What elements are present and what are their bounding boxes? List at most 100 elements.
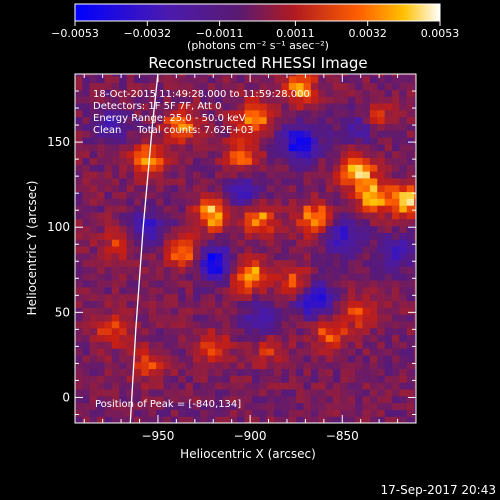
heatmap-cell [133, 171, 142, 179]
heatmap-cell [82, 402, 91, 410]
heatmap-cell [207, 395, 216, 404]
heatmap-cell [266, 177, 275, 186]
heatmap-cell [75, 280, 83, 288]
heatmap-cell [192, 198, 201, 206]
heatmap-cell [119, 211, 128, 220]
heatmap-cell [355, 205, 364, 213]
heatmap-cell [377, 293, 386, 302]
heatmap-cell [244, 354, 253, 363]
heatmap-cell [340, 89, 349, 97]
heatmap-cell [237, 314, 246, 322]
heatmap-cell [399, 286, 408, 295]
heatmap-cell [377, 89, 386, 97]
heatmap-cell [274, 130, 283, 138]
heatmap-cell [274, 116, 283, 124]
heatmap-cell [229, 198, 238, 206]
heatmap-cell [274, 416, 283, 423]
heatmap-cell [303, 327, 312, 336]
heatmap-cell [251, 205, 260, 213]
heatmap-cell [185, 116, 194, 124]
heatmap-cell [347, 218, 356, 227]
heatmap-cell [288, 74, 297, 77]
heatmap-cell [229, 109, 238, 118]
heatmap-cell [288, 177, 297, 186]
heatmap-cell [215, 368, 224, 376]
heatmap-cell [82, 307, 91, 315]
heatmap-cell [377, 252, 386, 261]
heatmap-cell [192, 75, 201, 84]
heatmap-cell [111, 395, 120, 404]
heatmap-cell [141, 416, 150, 423]
heatmap-cell [281, 89, 290, 97]
heatmap-cell [148, 211, 157, 220]
heatmap-cell [229, 89, 238, 97]
heatmap-cell [369, 136, 378, 145]
heatmap-cell [229, 307, 238, 315]
heatmap-cell [222, 205, 231, 213]
heatmap-cell [200, 143, 209, 152]
heatmap-cell [369, 239, 378, 247]
heatmap-cell [281, 96, 290, 104]
heatmap-cell [318, 130, 327, 138]
heatmap-cell [296, 75, 305, 84]
heatmap-cell [207, 211, 216, 220]
heatmap-cell [414, 259, 416, 267]
heatmap-cell [325, 109, 334, 118]
heatmap-cell [369, 409, 378, 417]
heatmap-cell [192, 252, 201, 261]
heatmap-cell [355, 286, 364, 295]
heatmap-cell [170, 157, 179, 165]
heatmap-cell [104, 191, 113, 199]
heatmap-cell [215, 232, 224, 240]
heatmap-cell [296, 109, 305, 118]
heatmap-cell [281, 395, 290, 404]
heatmap-cell [200, 191, 209, 199]
heatmap-cell [251, 245, 260, 254]
heatmap-cell [347, 416, 356, 423]
heatmap-cell [89, 382, 98, 390]
heatmap-cell [325, 164, 334, 172]
heatmap-cell [310, 130, 319, 138]
heatmap-cell [310, 136, 319, 145]
heatmap-cell [148, 314, 157, 322]
heatmap-cell [288, 232, 297, 240]
heatmap-cell [318, 198, 327, 206]
heatmap-cell [229, 341, 238, 349]
heatmap-cell [133, 368, 142, 376]
heatmap-cell [406, 314, 415, 322]
heatmap-cell [148, 402, 157, 410]
heatmap-cell [229, 225, 238, 233]
heatmap-cell [303, 198, 312, 206]
heatmap-cell [318, 375, 327, 383]
heatmap-cell [347, 314, 356, 322]
heatmap-cell [111, 198, 120, 206]
heatmap-cell [97, 259, 106, 267]
heatmap-cell [215, 109, 224, 118]
heatmap-cell [369, 354, 378, 363]
heatmap-cell [133, 307, 142, 315]
heatmap-cell [259, 89, 268, 97]
heatmap-cell [104, 96, 113, 104]
heatmap-cell [244, 395, 253, 404]
heatmap-cell [192, 157, 201, 165]
heatmap-cell [156, 177, 165, 186]
heatmap-cell [97, 109, 106, 118]
heatmap-cell [200, 225, 209, 233]
heatmap-cell [369, 75, 378, 84]
heatmap-cell [185, 307, 194, 315]
heatmap-cell [347, 171, 356, 179]
heatmap-cell [369, 334, 378, 342]
heatmap-cell [82, 388, 91, 397]
heatmap-cell [384, 286, 393, 295]
heatmap-cell [399, 361, 408, 370]
heatmap-cell [104, 341, 113, 349]
heatmap-cell [119, 252, 128, 261]
heatmap-cell [104, 280, 113, 288]
heatmap-cell [148, 143, 157, 152]
heatmap-cell [229, 177, 238, 186]
heatmap-cell [75, 266, 83, 274]
heatmap-cell [355, 239, 364, 247]
heatmap-cell [222, 198, 231, 206]
heatmap-cell [303, 245, 312, 254]
heatmap-cell [185, 184, 194, 193]
